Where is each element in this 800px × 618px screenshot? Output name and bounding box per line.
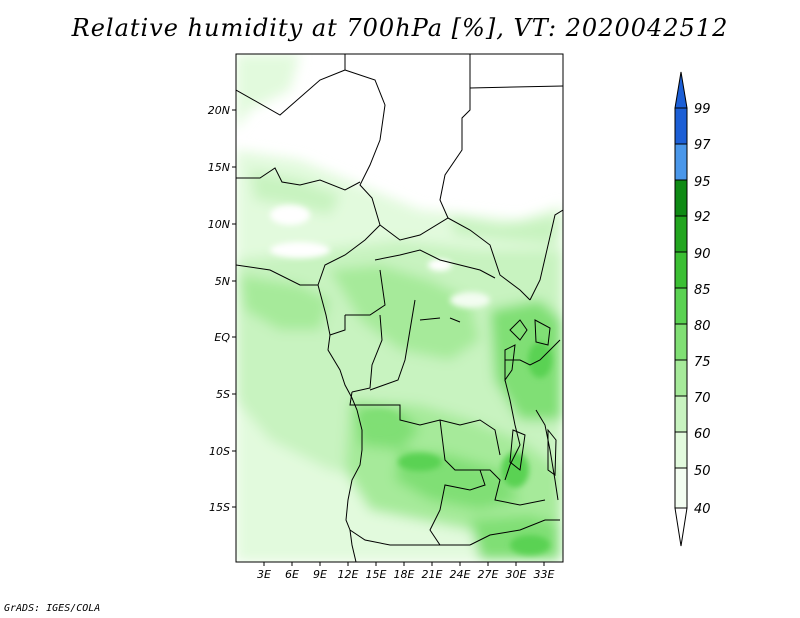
colorbar-label: 95 xyxy=(694,175,711,190)
colorbar-label: 40 xyxy=(694,502,711,517)
humidity-shading xyxy=(236,54,563,562)
lon-label: 18E xyxy=(394,568,415,581)
colorbar-label: 97 xyxy=(694,138,711,153)
latitude-axis: 20N 15N 10N 5N EQ 5S 10S 15S xyxy=(208,104,236,514)
lon-label: 12E xyxy=(338,568,359,581)
colorbar-segment xyxy=(674,107,688,145)
grads-credit: GrADS: IGES/COLA xyxy=(4,603,101,614)
colorbar-segment xyxy=(674,179,688,217)
lat-label: 10S xyxy=(209,445,230,458)
lat-label: EQ xyxy=(214,331,230,344)
colorbar-segment xyxy=(674,287,688,325)
colorbar-label: 80 xyxy=(694,319,711,334)
map-title: Relative humidity at 700hPa [%], VT: 202… xyxy=(71,14,729,42)
lon-label: 21E xyxy=(422,568,443,581)
lon-label: 3E xyxy=(257,568,271,581)
colorbar-label: 92 xyxy=(694,210,711,225)
longitude-axis: 3E 6E 9E 12E 15E 18E 21E 24E 27E 30E 33E xyxy=(257,562,555,581)
lon-label: 27E xyxy=(478,568,499,581)
lat-label: 5S xyxy=(216,388,230,401)
colorbar-segment xyxy=(674,323,688,361)
map-frame xyxy=(235,53,564,563)
colorbar xyxy=(674,71,688,547)
colorbar-segment xyxy=(674,143,688,181)
colorbar-label: 75 xyxy=(694,355,711,370)
colorbar-label: 70 xyxy=(694,391,711,406)
lon-label: 24E xyxy=(450,568,471,581)
lat-label: 5N xyxy=(215,275,230,288)
colorbar-labels: 99 97 95 92 90 85 80 75 70 60 50 40 xyxy=(694,102,711,517)
lon-label: 9E xyxy=(313,568,327,581)
lat-label: 20N xyxy=(208,104,230,117)
colorbar-segment xyxy=(674,359,688,397)
lon-label: 6E xyxy=(285,568,299,581)
colorbar-top-arrow xyxy=(674,71,688,109)
colorbar-segment xyxy=(674,467,688,509)
lat-label: 15N xyxy=(208,161,230,174)
colorbar-segment xyxy=(674,431,688,469)
colorbar-label: 60 xyxy=(694,427,711,442)
lat-label: 10N xyxy=(208,218,230,231)
lat-label: 15S xyxy=(209,501,230,514)
colorbar-segment xyxy=(674,215,688,253)
lon-label: 30E xyxy=(506,568,527,581)
colorbar-segment xyxy=(674,395,688,433)
colorbar-label: 90 xyxy=(694,247,711,262)
lon-label: 15E xyxy=(366,568,387,581)
colorbar-bottom-arrow xyxy=(674,507,688,547)
colorbar-label: 99 xyxy=(694,102,711,117)
country-borders xyxy=(236,54,563,562)
colorbar-label: 85 xyxy=(694,283,711,298)
colorbar-label: 50 xyxy=(694,464,711,479)
lon-label: 33E xyxy=(534,568,555,581)
colorbar-segment xyxy=(674,251,688,289)
